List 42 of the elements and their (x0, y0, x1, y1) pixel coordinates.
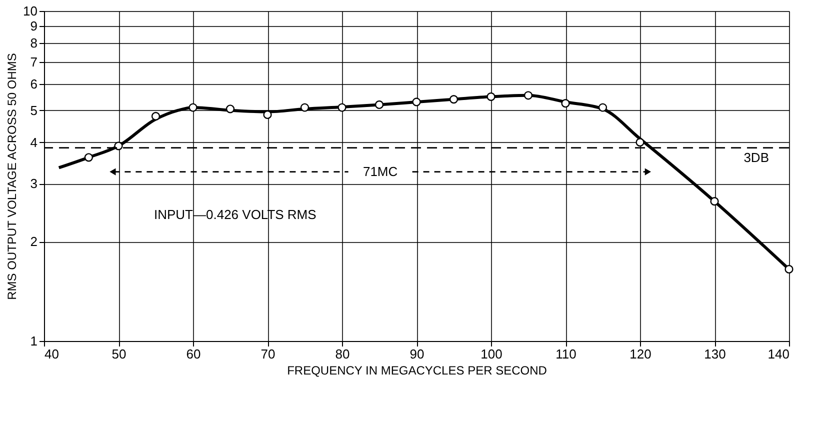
y-tick-label: 2 (30, 234, 38, 250)
point (338, 103, 346, 112)
point (374, 100, 384, 110)
x-tick-label: 130 (704, 346, 726, 362)
x-tick-label: 70 (260, 346, 276, 362)
point (188, 103, 198, 112)
point (300, 103, 310, 112)
point (84, 153, 94, 162)
point (486, 92, 496, 101)
point (636, 138, 644, 147)
point (226, 104, 235, 114)
y-tick-label: 8 (30, 35, 38, 50)
point (598, 103, 608, 112)
x-tick-label: 40 (44, 346, 59, 362)
y-tick-label: 6 (30, 76, 38, 92)
y-tick-label: 10 (23, 4, 38, 18)
annotation: 71MC (362, 164, 398, 179)
x-tick-label: 120 (630, 346, 652, 362)
y-tick-label: 7 (30, 54, 38, 70)
y-tick-label: 4 (30, 134, 38, 150)
y-tick-label: 1 (30, 334, 38, 348)
x-tick-label: 80 (335, 346, 350, 362)
x-tick-label: 110 (556, 346, 576, 362)
point (710, 197, 719, 206)
point (449, 95, 458, 104)
point (784, 264, 794, 274)
ref-line-label: 3DB (744, 150, 769, 165)
x-tick-label: 100 (480, 346, 502, 362)
x-tick-label: 140 (768, 346, 790, 362)
y-axis-title: RMS OUTPUT VOLTAGE ACROSS 50 OHMS (5, 53, 20, 300)
y-tick-label: 9 (30, 18, 38, 34)
y-tick-label: 5 (30, 102, 38, 118)
x-axis-title: FREQUENCY IN MEGACYCLES PER SECOND (287, 364, 548, 378)
x-tick-label: 60 (186, 346, 201, 362)
point (114, 142, 123, 150)
point (412, 98, 421, 106)
point (561, 99, 570, 108)
point (524, 91, 533, 100)
x-tick-label: 90 (410, 346, 424, 362)
point (151, 112, 160, 120)
y-tick-label: 3 (30, 176, 38, 192)
x-tick-label: 50 (112, 346, 126, 362)
